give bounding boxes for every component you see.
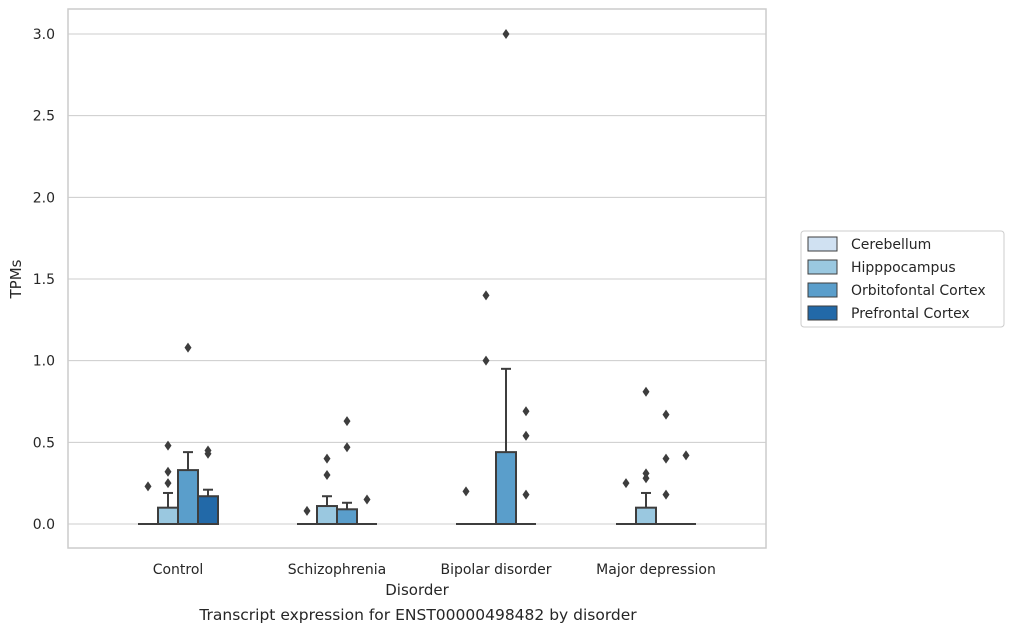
box-group — [476, 290, 496, 525]
box-group — [616, 478, 636, 525]
box-group — [197, 445, 219, 526]
outlier-point — [164, 478, 172, 489]
plot-frame — [67, 8, 767, 549]
legend-swatch — [807, 305, 838, 321]
box-group — [177, 342, 199, 526]
box-group — [495, 29, 517, 525]
legend-label: Orbitofontal Cortex — [851, 283, 986, 299]
figure-caption: Transcript expression for ENST0000049848… — [199, 606, 637, 624]
outlier-point — [662, 489, 670, 500]
box-group — [138, 481, 158, 525]
x-tick-label: Major depression — [596, 562, 716, 578]
x-axis-label: Disorder — [385, 581, 449, 599]
box-group — [316, 453, 338, 525]
outlier-point — [482, 290, 490, 301]
box — [495, 451, 517, 525]
outlier-point — [662, 409, 670, 420]
box-group — [676, 450, 696, 525]
outlier-point — [642, 468, 650, 479]
legend-swatch — [807, 282, 838, 298]
outlier-point — [622, 478, 630, 489]
box — [197, 495, 219, 526]
outlier-point — [682, 450, 690, 461]
box-group — [357, 494, 377, 525]
legend-label: Hipppocampus — [851, 260, 956, 276]
box-group — [297, 505, 317, 525]
box — [157, 506, 179, 525]
box-group — [635, 386, 657, 525]
outlier-point — [323, 470, 331, 480]
legend: Cerebellum Hipppocampus Orbitofontal Corte… — [800, 230, 1005, 328]
legend-label: Prefrontal Cortex — [851, 306, 970, 322]
outlier-point — [164, 440, 172, 451]
outlier-point — [144, 481, 152, 492]
outlier-point — [522, 406, 530, 417]
plot-area-border — [67, 8, 767, 549]
outlier-point — [343, 442, 351, 453]
boxes — [138, 29, 696, 526]
gridlines — [68, 33, 766, 525]
box — [635, 506, 657, 525]
outlier-point — [662, 453, 670, 464]
outlier-point — [343, 416, 351, 427]
outlier-point — [482, 355, 490, 366]
x-tick-label: Bipolar disorder — [440, 562, 551, 578]
y-tick-label: 2.0 — [33, 190, 55, 206]
x-tick-label: Control — [153, 562, 204, 578]
box-plot-chart: 0.0 0.5 1.0 1.5 2.0 2.5 3.0 Control Schizophreni… — [7, 8, 1005, 599]
box-group — [336, 416, 358, 525]
outlier-point — [363, 494, 371, 505]
outlier-point — [323, 453, 331, 464]
legend-swatch — [807, 236, 838, 252]
y-axis-label: TPMs — [7, 259, 25, 299]
outlier-point — [522, 489, 530, 500]
outlier-point — [462, 486, 470, 497]
outlier-point — [522, 430, 530, 441]
box-group — [656, 409, 676, 525]
outlier-point — [204, 445, 212, 456]
outlier-point — [164, 466, 172, 477]
legend-frame — [800, 230, 1005, 328]
y-tick-label: 1.5 — [33, 272, 55, 288]
y-tick-label: 2.5 — [33, 109, 55, 125]
outlier-point — [502, 29, 510, 39]
y-tick-label: 0.0 — [33, 517, 55, 533]
y-tick-label: 3.0 — [33, 27, 55, 43]
outlier-point — [303, 505, 311, 516]
legend-swatch — [807, 259, 838, 275]
x-tick-label: Schizophrenia — [288, 562, 386, 578]
outlier-point — [642, 386, 650, 397]
outlier-point — [184, 342, 192, 353]
box — [336, 508, 358, 525]
box-group — [157, 440, 179, 525]
box — [316, 505, 338, 525]
axis-ticks: 0.0 0.5 1.0 1.5 2.0 2.5 3.0 Control Schizophreni… — [33, 27, 716, 578]
box — [177, 469, 199, 526]
box-group — [456, 486, 476, 525]
y-tick-label: 1.0 — [33, 354, 55, 370]
y-tick-label: 0.5 — [33, 435, 55, 451]
legend-label: Cerebellum — [851, 237, 931, 253]
box-group — [516, 406, 536, 525]
